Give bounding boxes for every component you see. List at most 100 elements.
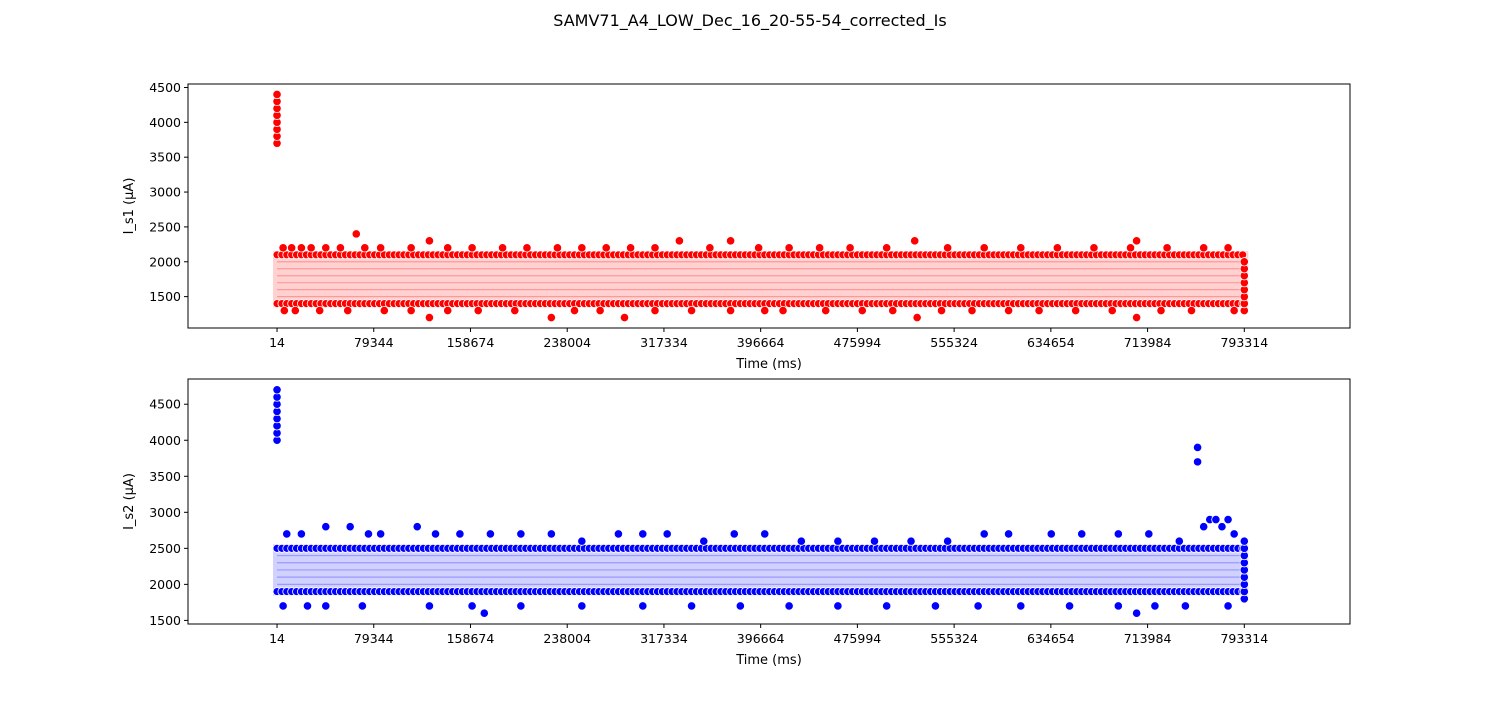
data-point [729, 529, 739, 539]
data-point [577, 243, 587, 253]
data-point [699, 536, 709, 546]
data-point [1150, 601, 1160, 611]
figure-title: SAMV71_A4_LOW_Dec_16_20-55-54_corrected_… [553, 11, 947, 30]
data-point [1223, 514, 1233, 525]
data-point [912, 312, 922, 323]
data-point [406, 243, 416, 253]
data-point [302, 601, 313, 611]
data-point [626, 243, 636, 253]
data-point [1217, 522, 1227, 532]
data-point [1186, 305, 1197, 316]
y-tick-label: 1500 [149, 613, 181, 628]
data-point [601, 243, 611, 253]
data-point [467, 601, 477, 611]
data-point [335, 243, 346, 253]
data-point [1003, 305, 1014, 316]
data-point [279, 305, 289, 316]
data-point [1223, 601, 1233, 611]
y-tick-label: 3000 [149, 505, 181, 520]
data-point [784, 243, 794, 253]
data-point [272, 385, 282, 395]
data-point [1132, 312, 1142, 323]
data-point [979, 529, 989, 539]
data-point [278, 243, 288, 253]
data-point [906, 536, 916, 546]
data-point [424, 601, 435, 611]
data-point [406, 305, 416, 316]
data-point [321, 601, 331, 611]
data-point [306, 243, 316, 253]
y-tick-label: 4000 [149, 115, 181, 130]
data-point [287, 243, 297, 253]
data-point [1239, 257, 1249, 267]
y-tick-label: 3500 [149, 150, 181, 165]
data-point [869, 536, 880, 546]
x-tick-label: 158674 [447, 631, 495, 646]
data-point [1199, 243, 1209, 253]
data-point [379, 305, 389, 316]
data-point [674, 236, 684, 246]
x-tick-label: 158674 [447, 335, 495, 350]
data-point [1239, 536, 1249, 546]
data-point [1192, 457, 1203, 467]
x-tick-label: 634654 [1027, 631, 1075, 646]
band-edge-markers [272, 543, 1248, 596]
data-point [479, 608, 489, 618]
data-point [1211, 514, 1221, 525]
data-point [443, 305, 453, 316]
y-tick-label: 4000 [149, 433, 181, 448]
data-point [1199, 522, 1209, 532]
x-tick-label: 475994 [834, 335, 882, 350]
data-point [815, 243, 825, 253]
data-point [857, 305, 867, 316]
data-point [638, 601, 648, 611]
subplot-2: 14 79344 158674 238004 317334 396664 475994 555… [122, 378, 1351, 668]
plot-frame [187, 378, 1351, 625]
data-point [1192, 442, 1203, 453]
data-point [882, 601, 892, 611]
y-tick-label: 2000 [149, 254, 181, 269]
x-tick-label: 555324 [930, 335, 978, 350]
data-point [351, 229, 361, 239]
data-point [1113, 529, 1123, 539]
data-point [424, 236, 435, 246]
x-tick-label: 14 [269, 335, 285, 350]
data-point [796, 536, 806, 546]
y-axis-label: I_s2 (µA) [122, 473, 137, 530]
data-point [821, 305, 831, 316]
x-tick-label: 317334 [640, 631, 688, 646]
subplot-1: 14 79344 158674 238004 317334 396664 475994 555… [122, 80, 1351, 372]
data-point [930, 601, 941, 611]
data-point [360, 243, 370, 253]
data-point [345, 522, 355, 532]
x-tick-label: 396664 [737, 335, 785, 350]
data-point [1016, 243, 1026, 253]
dense-band [273, 250, 1249, 308]
data-point [882, 243, 892, 253]
x-axis-label: Time (ms) [735, 653, 802, 668]
y-tick-label: 1500 [149, 289, 181, 304]
data-point [943, 243, 953, 253]
data-point [760, 529, 770, 539]
data-point [1162, 243, 1172, 253]
data-point [1046, 529, 1056, 539]
data-point [455, 529, 465, 539]
y-tick-label: 2000 [149, 577, 181, 592]
data-point [1125, 243, 1136, 253]
x-axis-label: Time (ms) [735, 357, 802, 372]
data-point [1223, 243, 1233, 253]
data-point [619, 312, 630, 323]
data-point [376, 529, 386, 539]
data-point [290, 305, 300, 316]
y-tick-label: 3500 [149, 469, 181, 484]
data-point [833, 536, 843, 546]
data-point [546, 529, 556, 539]
data-point [522, 243, 532, 253]
data-point [315, 305, 325, 316]
x-tick-label: 238004 [543, 335, 591, 350]
data-point [412, 522, 422, 532]
data-point [1052, 243, 1062, 253]
data-point [343, 305, 353, 316]
data-point [296, 243, 306, 253]
y-tick-label: 4500 [149, 397, 181, 412]
